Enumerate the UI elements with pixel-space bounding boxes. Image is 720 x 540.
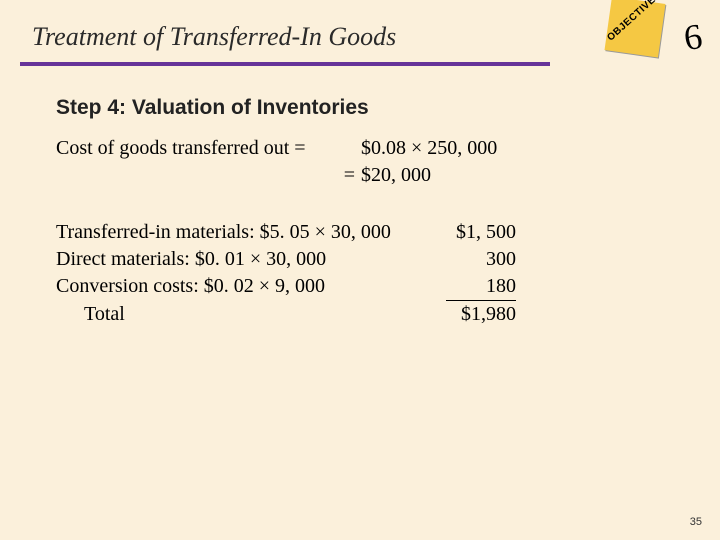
objective-number: 6: [681, 15, 705, 59]
equation-rhs2: $20, 000: [361, 162, 616, 189]
total-value: $1,980: [446, 301, 516, 328]
equation-lhs: Cost of goods transferred out =: [56, 135, 361, 162]
row-label: Conversion costs: $0. 02 × 9, 000: [56, 273, 446, 301]
header: Treatment of Transferred-In Goods OBJECT…: [0, 0, 720, 72]
table-row: Transferred-in materials: $5. 05 × 30, 0…: [56, 219, 616, 246]
row-value: $1, 500: [446, 219, 516, 246]
objective-badge: OBJECTIVE: [605, 0, 666, 57]
row-label: Direct materials: $0. 01 × 30, 000: [56, 246, 446, 273]
objective-label: OBJECTIVE: [605, 0, 658, 44]
row-label: Transferred-in materials: $5. 05 × 30, 0…: [56, 219, 446, 246]
equation-row-1: Cost of goods transferred out = $0.08 × …: [56, 135, 616, 162]
header-rule: [20, 62, 550, 66]
table-total-row: Total $1,980: [56, 301, 616, 328]
step-subtitle: Step 4: Valuation of Inventories: [56, 96, 369, 120]
page-number: 35: [690, 516, 702, 528]
cost-table: Transferred-in materials: $5. 05 × 30, 0…: [56, 219, 616, 328]
row-value: 300: [446, 246, 516, 273]
equation-row-2: = $20, 000: [56, 162, 616, 189]
equation-rhs1: $0.08 × 250, 000: [361, 135, 616, 162]
page-title: Treatment of Transferred-In Goods: [32, 22, 396, 52]
total-label: Total: [56, 301, 446, 328]
row-value: 180: [446, 273, 516, 301]
content: Cost of goods transferred out = $0.08 × …: [56, 135, 616, 328]
table-row: Direct materials: $0. 01 × 30, 000 300: [56, 246, 616, 273]
table-row: Conversion costs: $0. 02 × 9, 000 180: [56, 273, 616, 301]
equation-eqsign: =: [56, 162, 361, 189]
